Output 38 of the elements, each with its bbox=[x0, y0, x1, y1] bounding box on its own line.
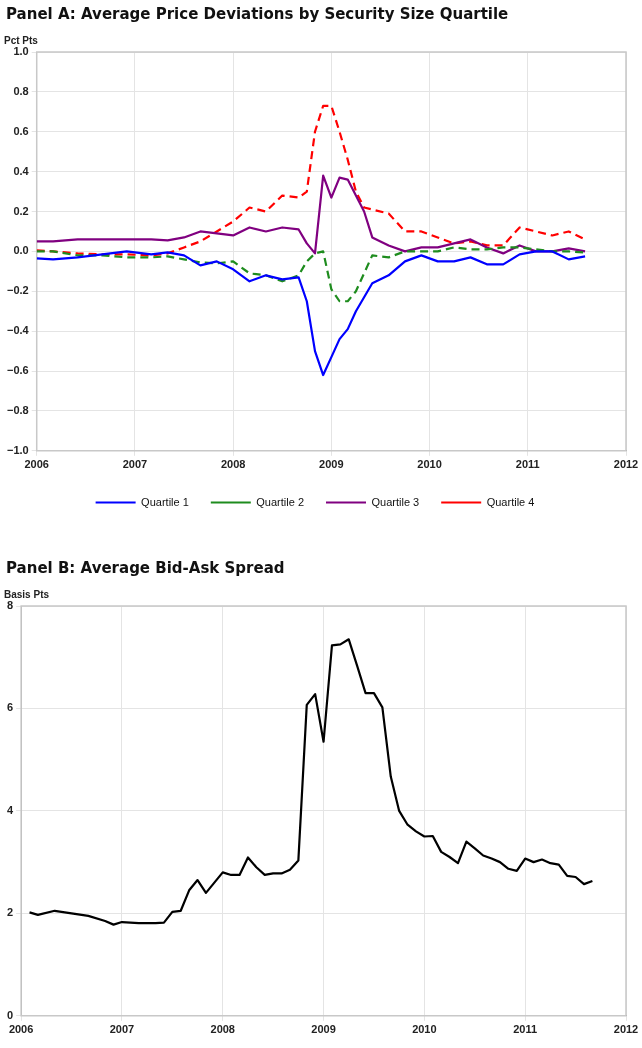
y-tick-label: 0.0 bbox=[13, 244, 29, 257]
y-axis-title: Pct Pts bbox=[4, 34, 39, 46]
y-tick-label: −0.2 bbox=[7, 284, 29, 297]
chart-title: Panel B: Average Bid-Ask Spread bbox=[5, 558, 286, 579]
y-tick-label: 0.6 bbox=[13, 124, 29, 137]
y-tick-label: −1.0 bbox=[7, 443, 29, 456]
x-tick-label: 2010 bbox=[417, 458, 442, 471]
y-tick-label: 2 bbox=[6, 906, 14, 919]
y-tick-label: −0.4 bbox=[7, 324, 30, 337]
legend-label: Quartile 4 bbox=[486, 495, 535, 508]
x-tick-label: 2008 bbox=[210, 1023, 235, 1036]
chart-title: Panel A: Average Price Deviations by Security Size Quartile bbox=[5, 4, 510, 25]
legend-label: Quartile 3 bbox=[371, 495, 420, 508]
x-tick-label: 2009 bbox=[311, 1023, 336, 1036]
y-tick-label: 0.8 bbox=[13, 84, 29, 97]
x-tick-label: 2012 bbox=[613, 1023, 639, 1036]
legend-label: Quartile 1 bbox=[141, 495, 189, 508]
x-tick-label: 2006 bbox=[8, 1023, 34, 1036]
y-tick-label: 0.2 bbox=[13, 204, 29, 217]
x-tick-label: 2007 bbox=[122, 458, 148, 471]
x-tick-label: 2011 bbox=[513, 1023, 538, 1036]
y-tick-label: 6 bbox=[6, 701, 14, 714]
y-tick-label: 8 bbox=[6, 599, 14, 612]
y-tick-label: 0.4 bbox=[13, 164, 30, 177]
x-tick-label: 2009 bbox=[319, 458, 344, 471]
y-tick-label: −0.8 bbox=[7, 403, 29, 416]
x-tick-label: 2010 bbox=[412, 1023, 437, 1036]
y-tick-label: 0 bbox=[6, 1008, 14, 1021]
y-tick-label: 1.0 bbox=[13, 45, 29, 58]
x-tick-label: 2007 bbox=[109, 1023, 135, 1036]
y-tick-label: −0.6 bbox=[7, 364, 29, 377]
x-tick-label: 2012 bbox=[613, 458, 639, 471]
y-tick-label: 4 bbox=[6, 803, 14, 816]
x-tick-label: 2006 bbox=[24, 458, 49, 471]
x-tick-label: 2011 bbox=[515, 458, 540, 471]
legend-label: Quartile 2 bbox=[256, 495, 305, 508]
y-axis-title: Basis Pts bbox=[4, 588, 50, 600]
x-tick-label: 2008 bbox=[220, 458, 246, 471]
